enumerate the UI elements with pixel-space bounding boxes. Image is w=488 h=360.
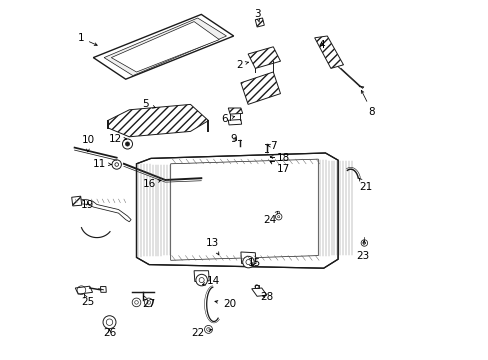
Text: 6: 6 (221, 114, 234, 124)
Polygon shape (104, 18, 226, 76)
Text: 9: 9 (230, 134, 237, 144)
Text: 4: 4 (318, 40, 325, 50)
Text: 8: 8 (361, 90, 375, 117)
Text: 26: 26 (102, 328, 116, 338)
Polygon shape (93, 14, 233, 79)
Circle shape (204, 325, 212, 333)
Text: 22: 22 (191, 328, 211, 338)
Circle shape (112, 160, 121, 169)
Polygon shape (228, 108, 242, 114)
Text: 1: 1 (77, 33, 97, 45)
Text: 7: 7 (266, 141, 276, 151)
Polygon shape (111, 22, 219, 72)
Circle shape (196, 274, 207, 286)
Polygon shape (228, 120, 241, 125)
Polygon shape (107, 104, 208, 137)
Circle shape (144, 298, 153, 307)
Circle shape (125, 142, 129, 146)
Circle shape (275, 213, 282, 220)
Text: 3: 3 (253, 9, 260, 22)
Circle shape (132, 298, 141, 307)
Text: 18: 18 (270, 153, 289, 163)
Circle shape (103, 316, 116, 329)
Polygon shape (251, 288, 266, 296)
Text: 10: 10 (81, 135, 94, 152)
Text: 28: 28 (260, 292, 273, 302)
Polygon shape (101, 287, 106, 292)
Text: 2: 2 (236, 60, 248, 70)
Text: 24: 24 (263, 211, 278, 225)
Text: 27: 27 (142, 296, 155, 309)
Polygon shape (241, 72, 280, 104)
Polygon shape (75, 286, 92, 294)
Text: 16: 16 (143, 179, 161, 189)
Text: 15: 15 (247, 258, 261, 268)
Text: 21: 21 (358, 178, 372, 192)
Polygon shape (247, 47, 280, 68)
Polygon shape (314, 36, 343, 68)
Text: 25: 25 (81, 294, 94, 307)
Text: 12: 12 (109, 134, 126, 144)
Polygon shape (73, 199, 131, 222)
Polygon shape (136, 153, 337, 268)
Polygon shape (72, 196, 81, 206)
Polygon shape (194, 271, 209, 282)
Text: 11: 11 (92, 159, 111, 169)
Circle shape (361, 240, 367, 246)
Circle shape (242, 256, 254, 268)
Polygon shape (255, 18, 264, 27)
Text: 23: 23 (356, 240, 369, 261)
Polygon shape (254, 285, 258, 288)
Text: 13: 13 (205, 238, 219, 255)
Polygon shape (241, 252, 256, 264)
Text: 5: 5 (142, 99, 155, 109)
Polygon shape (170, 159, 318, 260)
Circle shape (122, 139, 132, 149)
Text: 14: 14 (202, 276, 220, 286)
Text: 19: 19 (81, 200, 94, 210)
Text: 17: 17 (269, 161, 289, 174)
Text: 20: 20 (215, 299, 236, 309)
